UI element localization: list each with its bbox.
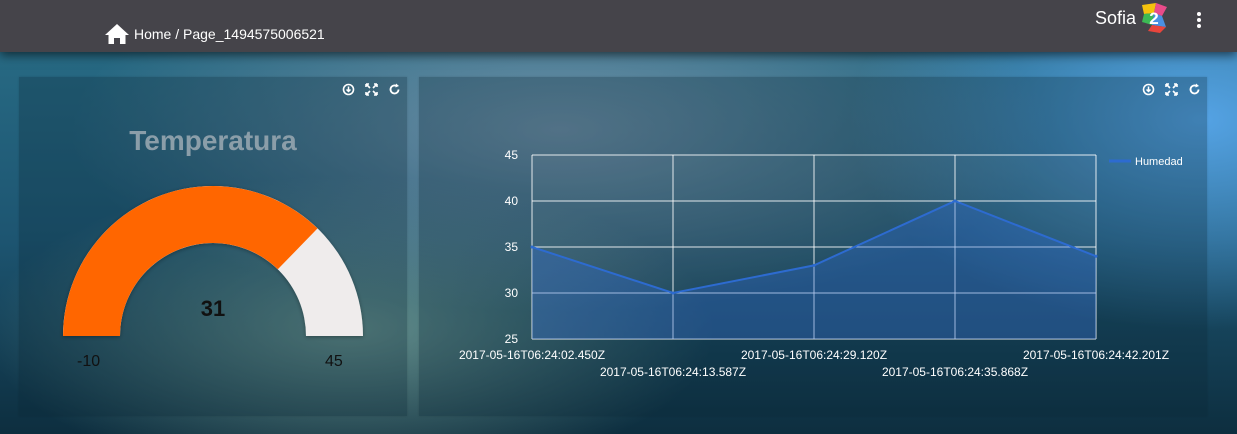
data-point — [812, 263, 816, 267]
brand-logo-text: 2 — [1149, 9, 1158, 28]
brand-name: Sofia — [1095, 7, 1137, 28]
home-icon[interactable] — [104, 23, 130, 45]
fullscreen-icon[interactable] — [1165, 83, 1178, 96]
download-icon[interactable] — [1142, 83, 1155, 96]
y-tick-label: 30 — [505, 286, 519, 300]
series-area — [532, 201, 1096, 339]
gauge-panel: Temperatura 31 -10 45 — [19, 77, 407, 416]
panel-tools — [1142, 83, 1201, 96]
data-point — [953, 199, 957, 203]
refresh-icon[interactable] — [388, 83, 401, 96]
temperature-gauge — [63, 185, 363, 336]
y-tick-label: 40 — [505, 194, 519, 208]
gauge-value: 31 — [200, 296, 226, 321]
x-tick-label: 2017-05-16T06:24:13.587Z — [600, 365, 746, 379]
breadcrumb[interactable]: Home / Page_1494575006521 — [104, 22, 325, 46]
legend-label: Humedad — [1135, 156, 1183, 168]
gauge-fill — [63, 185, 318, 336]
fullscreen-icon[interactable] — [365, 83, 378, 96]
breadcrumb-text[interactable]: Home / Page_1494575006521 — [134, 26, 325, 42]
y-tick-label: 25 — [505, 332, 519, 346]
humidity-chart: 45 40 35 30 25 2017-05-16T06:24:02.450Z 2017-0… — [459, 148, 1183, 379]
download-icon[interactable] — [342, 83, 355, 96]
top-bar: Home / Page_1494575006521 Sofia 2 — [0, 0, 1237, 52]
x-tick-label: 2017-05-16T06:24:35.868Z — [882, 365, 1028, 379]
brand-logo: Sofia 2 — [1095, 3, 1168, 33]
sofia-logo-icon: 2 — [1142, 3, 1168, 33]
y-tick-label: 35 — [505, 240, 519, 254]
x-tick-label: 2017-05-16T06:24:42.201Z — [1023, 348, 1169, 362]
data-point — [530, 245, 534, 249]
panel-tools — [342, 83, 401, 96]
data-point — [671, 291, 675, 295]
more-options-icon[interactable] — [1191, 10, 1207, 30]
chart-panel: 45 40 35 30 25 2017-05-16T06:24:02.450Z 2017-0… — [419, 77, 1207, 416]
data-point — [1094, 254, 1098, 258]
gauge-min-label: -10 — [77, 353, 101, 370]
x-tick-label: 2017-05-16T06:24:29.120Z — [741, 348, 887, 362]
gauge-max-label: 45 — [325, 353, 343, 370]
y-tick-label: 45 — [505, 148, 519, 162]
refresh-icon[interactable] — [1188, 83, 1201, 96]
x-tick-label: 2017-05-16T06:24:02.450Z — [459, 348, 605, 362]
gauge-title: Temperatura — [129, 125, 297, 156]
